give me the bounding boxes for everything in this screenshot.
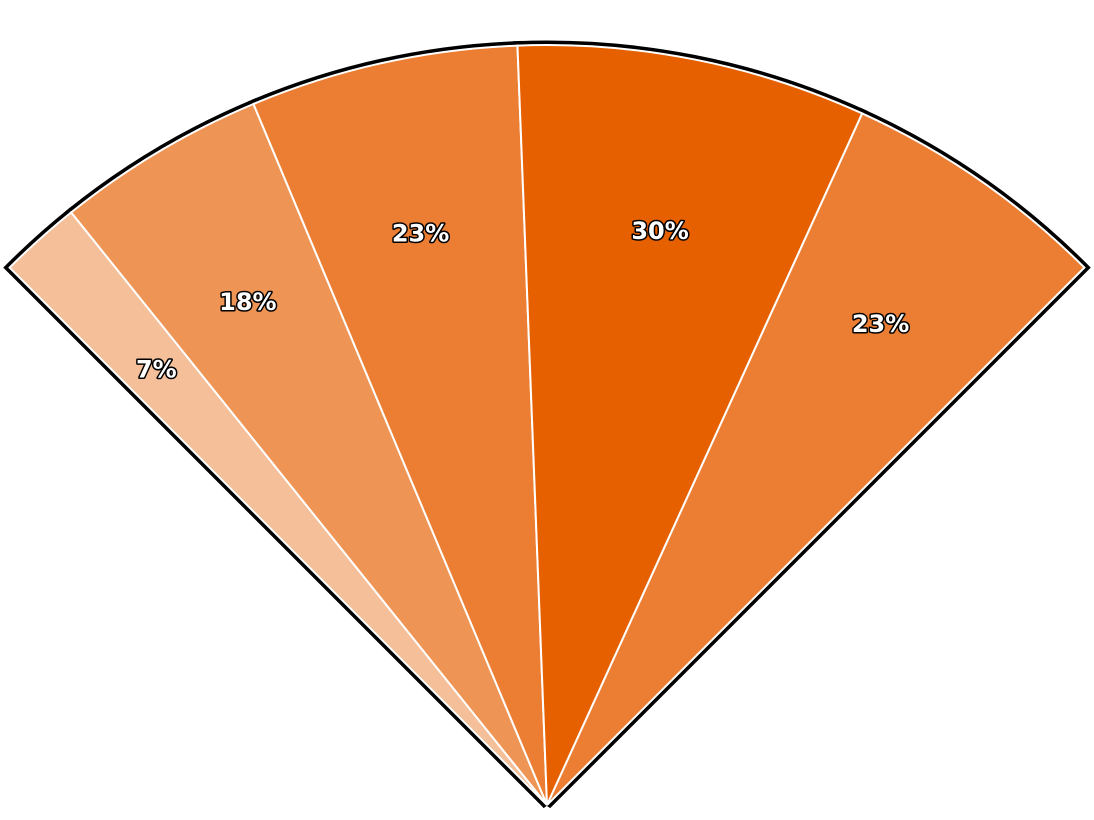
slice-2 [69, 102, 548, 806]
slices [8, 44, 1086, 806]
slice-labels: 7% 18% 23% 30% 23% [134, 215, 910, 384]
slice-label-4: 30% [631, 217, 688, 245]
slice-4 [516, 44, 864, 806]
slice-3 [252, 44, 548, 806]
slice-5 [546, 112, 1086, 806]
slice-label-1: 7% [136, 355, 177, 383]
slice-label-5: 23% [852, 310, 909, 338]
slice-label-2: 18% [219, 288, 276, 316]
slice-label-3: 23% [392, 220, 449, 248]
